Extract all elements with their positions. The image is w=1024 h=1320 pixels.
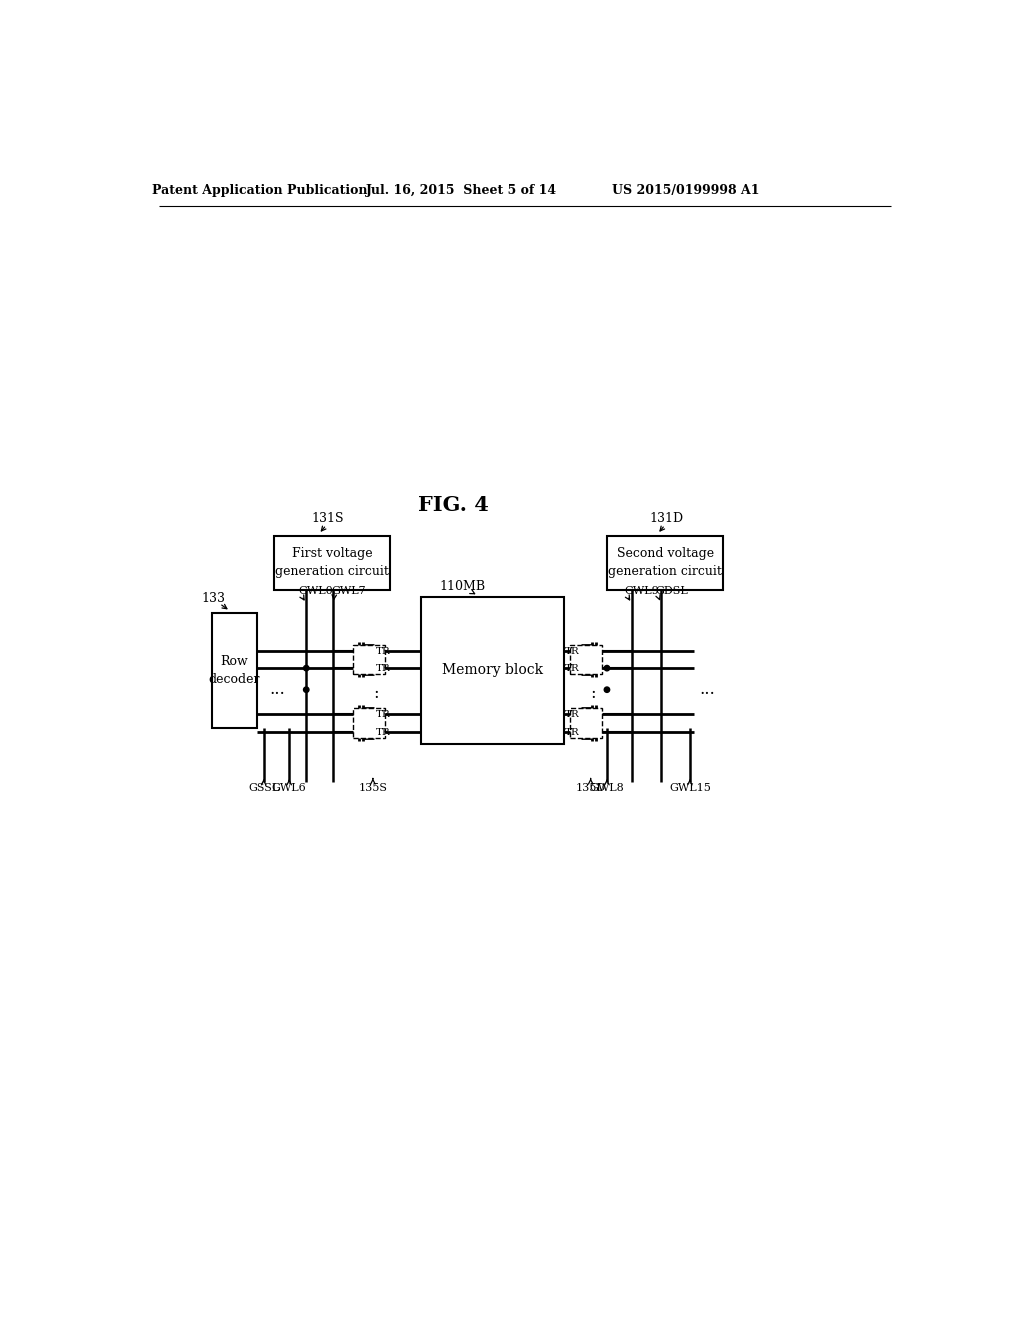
Text: 131D: 131D: [649, 512, 684, 525]
FancyBboxPatch shape: [569, 645, 602, 675]
FancyBboxPatch shape: [421, 598, 564, 743]
Text: GSSL: GSSL: [248, 783, 280, 793]
Text: TR: TR: [376, 710, 390, 719]
Text: ...: ...: [699, 681, 716, 698]
Text: TR: TR: [564, 664, 580, 673]
Text: TR: TR: [564, 727, 580, 737]
Text: GWL8: GWL8: [590, 783, 625, 793]
Text: 110MB: 110MB: [439, 579, 485, 593]
Text: :: :: [590, 685, 596, 702]
Text: TR: TR: [564, 647, 580, 656]
Text: GWL7: GWL7: [331, 586, 366, 597]
Text: :: :: [373, 685, 379, 702]
Text: Memory block: Memory block: [442, 664, 543, 677]
Circle shape: [303, 665, 309, 671]
Circle shape: [604, 686, 609, 693]
FancyBboxPatch shape: [607, 536, 723, 590]
Circle shape: [604, 665, 609, 671]
Text: TR: TR: [564, 710, 580, 719]
Text: GWL0: GWL0: [299, 586, 333, 597]
Text: 133: 133: [202, 593, 225, 606]
Text: Second voltage: Second voltage: [616, 546, 714, 560]
Text: Patent Application Publication: Patent Application Publication: [152, 185, 368, 197]
Text: 135D: 135D: [575, 783, 606, 793]
Text: TR: TR: [376, 647, 390, 656]
Text: 135S: 135S: [358, 783, 387, 793]
FancyBboxPatch shape: [273, 536, 390, 590]
Text: decoder: decoder: [209, 673, 260, 686]
Text: First voltage: First voltage: [292, 546, 372, 560]
Text: GWL9: GWL9: [624, 586, 658, 597]
Text: 131S: 131S: [311, 512, 344, 525]
Circle shape: [303, 686, 309, 693]
Text: TR: TR: [376, 664, 390, 673]
FancyBboxPatch shape: [569, 708, 602, 738]
FancyBboxPatch shape: [352, 645, 385, 675]
Text: generation circuit: generation circuit: [274, 565, 389, 578]
FancyBboxPatch shape: [352, 708, 385, 738]
Text: GDSL: GDSL: [655, 586, 688, 597]
Text: GWL6: GWL6: [271, 783, 306, 793]
Text: generation circuit: generation circuit: [608, 565, 722, 578]
Text: TR: TR: [376, 727, 390, 737]
FancyBboxPatch shape: [212, 612, 257, 729]
Text: FIG. 4: FIG. 4: [418, 495, 488, 515]
Text: Jul. 16, 2015  Sheet 5 of 14: Jul. 16, 2015 Sheet 5 of 14: [366, 185, 557, 197]
Text: ...: ...: [269, 681, 286, 698]
Text: GWL15: GWL15: [669, 783, 711, 793]
Text: Row: Row: [220, 655, 248, 668]
Text: US 2015/0199998 A1: US 2015/0199998 A1: [612, 185, 760, 197]
